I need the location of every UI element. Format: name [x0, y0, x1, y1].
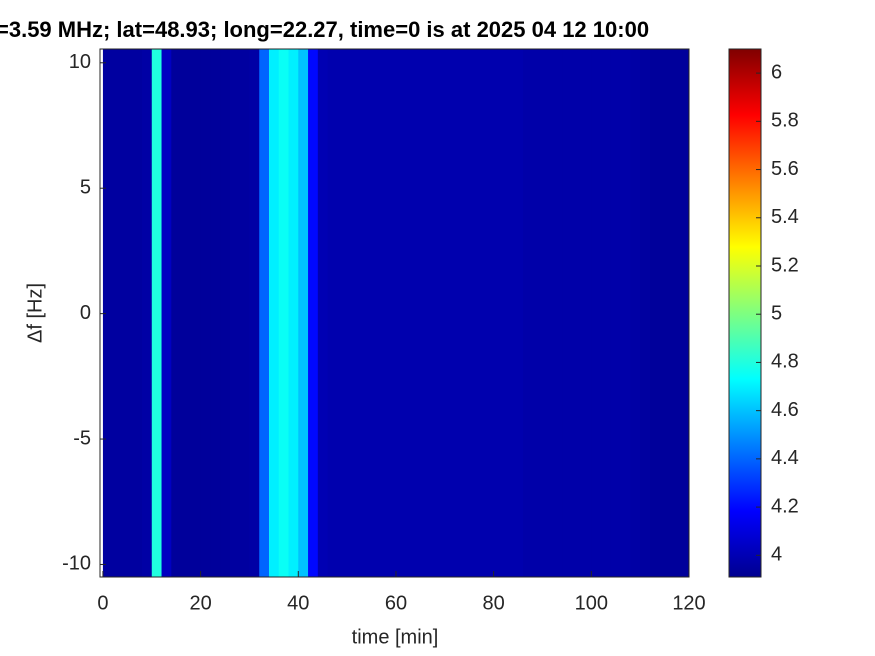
heat-cell — [220, 49, 231, 577]
heat-cell — [435, 49, 446, 577]
colorbar-tick-label: 6 — [771, 61, 782, 83]
heat-cell — [268, 49, 280, 577]
colorbar-tick-label: 5.2 — [771, 254, 799, 276]
heat-cell — [298, 49, 309, 577]
colorbar-tick-label: 4.6 — [771, 399, 799, 421]
colorbar — [728, 48, 762, 578]
colorbar-tick-label: 5 — [771, 302, 782, 324]
heat-cell — [454, 49, 465, 577]
heat-cell — [649, 49, 661, 577]
heat-cell — [161, 49, 172, 577]
heat-cell — [659, 49, 670, 577]
heat-cell — [601, 49, 612, 577]
heat-cell — [239, 49, 250, 577]
heat-cell — [669, 49, 680, 577]
heat-cell — [415, 49, 426, 577]
heat-cell — [190, 49, 202, 577]
heat-cell — [552, 49, 563, 577]
heat-cell — [464, 49, 475, 577]
heat-cell — [630, 49, 641, 577]
heat-cell — [259, 49, 270, 577]
colorbar-tick-label: 5.6 — [771, 158, 799, 180]
y-tick-label: -10 — [62, 553, 91, 575]
heat-cell — [522, 49, 534, 577]
colorbar-tick-label: 4.8 — [771, 351, 799, 373]
heat-cell — [249, 49, 260, 577]
heat-cell — [542, 49, 553, 577]
y-tick-label: 5 — [80, 176, 91, 198]
heat-cell — [347, 49, 358, 577]
heat-cell — [366, 49, 377, 577]
x-axis-label: time [min] — [352, 626, 439, 648]
heat-cell — [532, 49, 543, 577]
heat-cell — [327, 49, 338, 577]
heat-cell — [317, 49, 329, 577]
heat-cell — [122, 49, 133, 577]
colorbar-tick-label: 5.8 — [771, 110, 799, 132]
x-tick-label: 80 — [483, 592, 505, 614]
heat-cell — [425, 49, 436, 577]
y-tick-label: -5 — [73, 427, 91, 449]
heat-cell — [210, 49, 221, 577]
heat-cell — [493, 49, 504, 577]
heat-cell — [513, 49, 524, 577]
heat-cell — [288, 49, 299, 577]
y-tick-label: 10 — [69, 51, 91, 73]
colorbar-tick-label: 4.4 — [771, 447, 799, 469]
heat-cell — [620, 49, 631, 577]
heat-cell — [200, 49, 211, 577]
heat-cell — [679, 49, 690, 577]
x-tick-label: 0 — [97, 592, 108, 614]
chart-title: =3.59 MHz; lat=48.93; long=22.27, time=0… — [0, 17, 649, 42]
x-tick-label: 100 — [575, 592, 608, 614]
heat-cell — [581, 49, 592, 577]
heat-cell — [395, 49, 407, 577]
heat-cell — [102, 49, 114, 577]
x-tick-label: 120 — [672, 592, 705, 614]
heat-cell — [386, 49, 397, 577]
heat-cell — [171, 49, 182, 577]
x-tick-label: 40 — [287, 592, 309, 614]
heat-cell — [444, 49, 456, 577]
y-tick-label: 0 — [80, 302, 91, 324]
heat-cell — [474, 49, 485, 577]
heat-cell — [278, 49, 290, 577]
heat-cell — [483, 49, 495, 577]
x-tick-label: 60 — [385, 592, 407, 614]
colorbar-tick-label: 4 — [771, 544, 782, 566]
heat-cell — [562, 49, 573, 577]
heat-cell — [337, 49, 348, 577]
plot-frame — [99, 48, 690, 578]
heat-cell — [376, 49, 387, 577]
heat-cell — [610, 49, 622, 577]
colorbar-tick-label: 5.4 — [771, 206, 799, 228]
heat-cell — [229, 49, 241, 577]
heat-cell — [132, 49, 143, 577]
heat-cell — [112, 49, 123, 577]
heat-cell — [151, 49, 163, 577]
x-tick-label: 20 — [189, 592, 211, 614]
heat-cell — [503, 49, 514, 577]
heat-cell — [181, 49, 192, 577]
y-axis-label: Δf [Hz] — [24, 283, 46, 343]
heat-cell — [571, 49, 583, 577]
heat-cell — [640, 49, 651, 577]
heat-cell — [405, 49, 417, 577]
colorbar-tick-label: 4.2 — [771, 495, 799, 517]
heat-cell — [308, 49, 319, 577]
heat-cell — [356, 49, 368, 577]
heat-cell — [142, 49, 153, 577]
heat-cell — [591, 49, 602, 577]
